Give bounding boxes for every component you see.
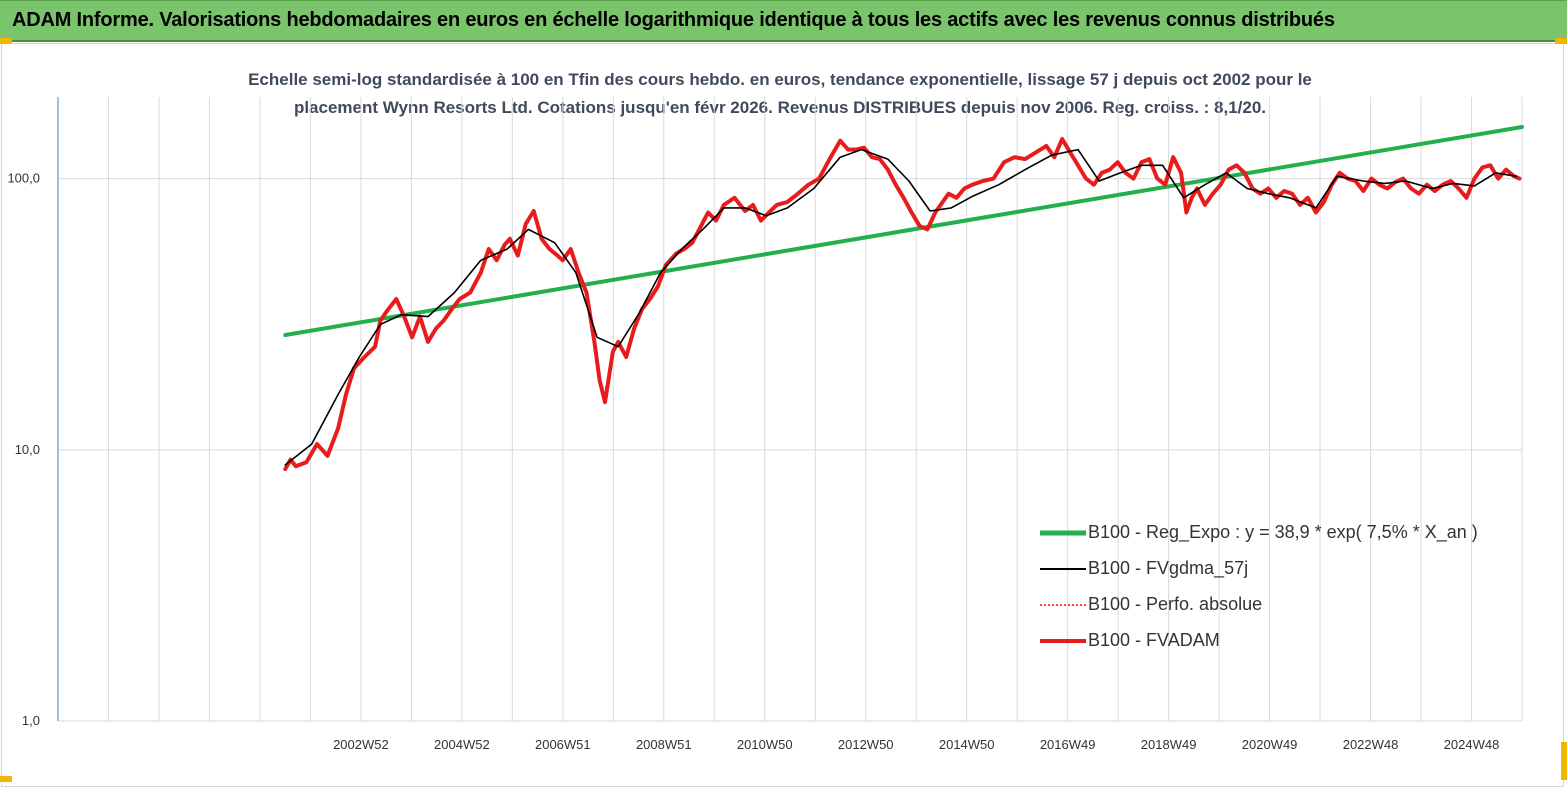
- legend: B100 - Reg_Expo : y = 38,9 * exp( 7,5% *…: [1040, 516, 1520, 660]
- legend-swatch-reg-expo: [1040, 530, 1086, 536]
- legend-label-fvgdma: B100 - FVgdma_57j: [1088, 558, 1249, 578]
- axes: [57, 97, 1522, 722]
- x-tick-label: 2010W50: [737, 737, 793, 752]
- x-tick-label: 2004W52: [434, 737, 490, 752]
- y-tick-label: 10,0: [15, 442, 40, 457]
- series-reg-expo: [283, 125, 1524, 337]
- legend-label-perfo-absolue: B100 - Perfo. absolue: [1088, 594, 1263, 614]
- x-tick-label: 2018W49: [1141, 737, 1197, 752]
- header-banner: ADAM Informe. Valorisations hebdomadaire…: [0, 0, 1567, 42]
- legend-swatch-fvgdma: [1040, 568, 1086, 570]
- x-tick-label: 2016W49: [1040, 737, 1096, 752]
- x-tick-label: 2008W51: [636, 737, 692, 752]
- x-tick-label: 2020W49: [1242, 737, 1298, 752]
- x-tick-label: 2012W50: [838, 737, 894, 752]
- chart-title: Echelle semi-log standardisée à 100 en T…: [180, 66, 1380, 122]
- chart-frame: [1, 43, 1564, 787]
- x-tick-label: 2024W48: [1444, 737, 1500, 752]
- corner-marker-bottom-right: [1561, 742, 1567, 780]
- corner-marker-top-left: [0, 38, 12, 44]
- y-tick-label: 100,0: [7, 171, 40, 186]
- legend-swatch-fvadam: [1040, 639, 1086, 643]
- legend-swatch-perfo-absolue: [1040, 604, 1086, 606]
- corner-marker-bottom-left: [0, 776, 12, 782]
- legend-label-fvadam: B100 - FVADAM: [1088, 630, 1220, 650]
- chart-title-line-2: placement Wynn Resorts Ltd. Cotations ju…: [293, 98, 1267, 117]
- x-tick-label: 2006W51: [535, 737, 591, 752]
- legend-item-reg-expo: B100 - Reg_Expo : y = 38,9 * exp( 7,5% *…: [1040, 516, 1520, 552]
- x-tick-label: 2022W48: [1343, 737, 1399, 752]
- x-tick-label: 2014W50: [939, 737, 995, 752]
- series-layer: [283, 125, 1524, 471]
- series-fvgdma: [284, 148, 1518, 466]
- x-tick-label: 2002W52: [333, 737, 389, 752]
- y-tick-label: 1,0: [22, 713, 40, 728]
- legend-item-fvadam: B100 - FVADAM: [1040, 624, 1520, 660]
- legend-item-perfo-absolue: B100 - Perfo. absolue: [1040, 588, 1520, 624]
- chart-title-line-1: Echelle semi-log standardisée à 100 en T…: [248, 70, 1312, 89]
- tick-labels: 1,0 10,0 100,0 2002W52 2004W52 2006W51 2008W51…: [7, 171, 1499, 752]
- corner-marker-top-right: [1555, 38, 1567, 44]
- legend-label-reg-expo: B100 - Reg_Expo : y = 38,9 * exp( 7,5% *…: [1088, 522, 1478, 542]
- header-title: ADAM Informe. Valorisations hebdomadaire…: [12, 9, 1335, 31]
- legend-item-fvgdma: B100 - FVgdma_57j: [1040, 552, 1520, 588]
